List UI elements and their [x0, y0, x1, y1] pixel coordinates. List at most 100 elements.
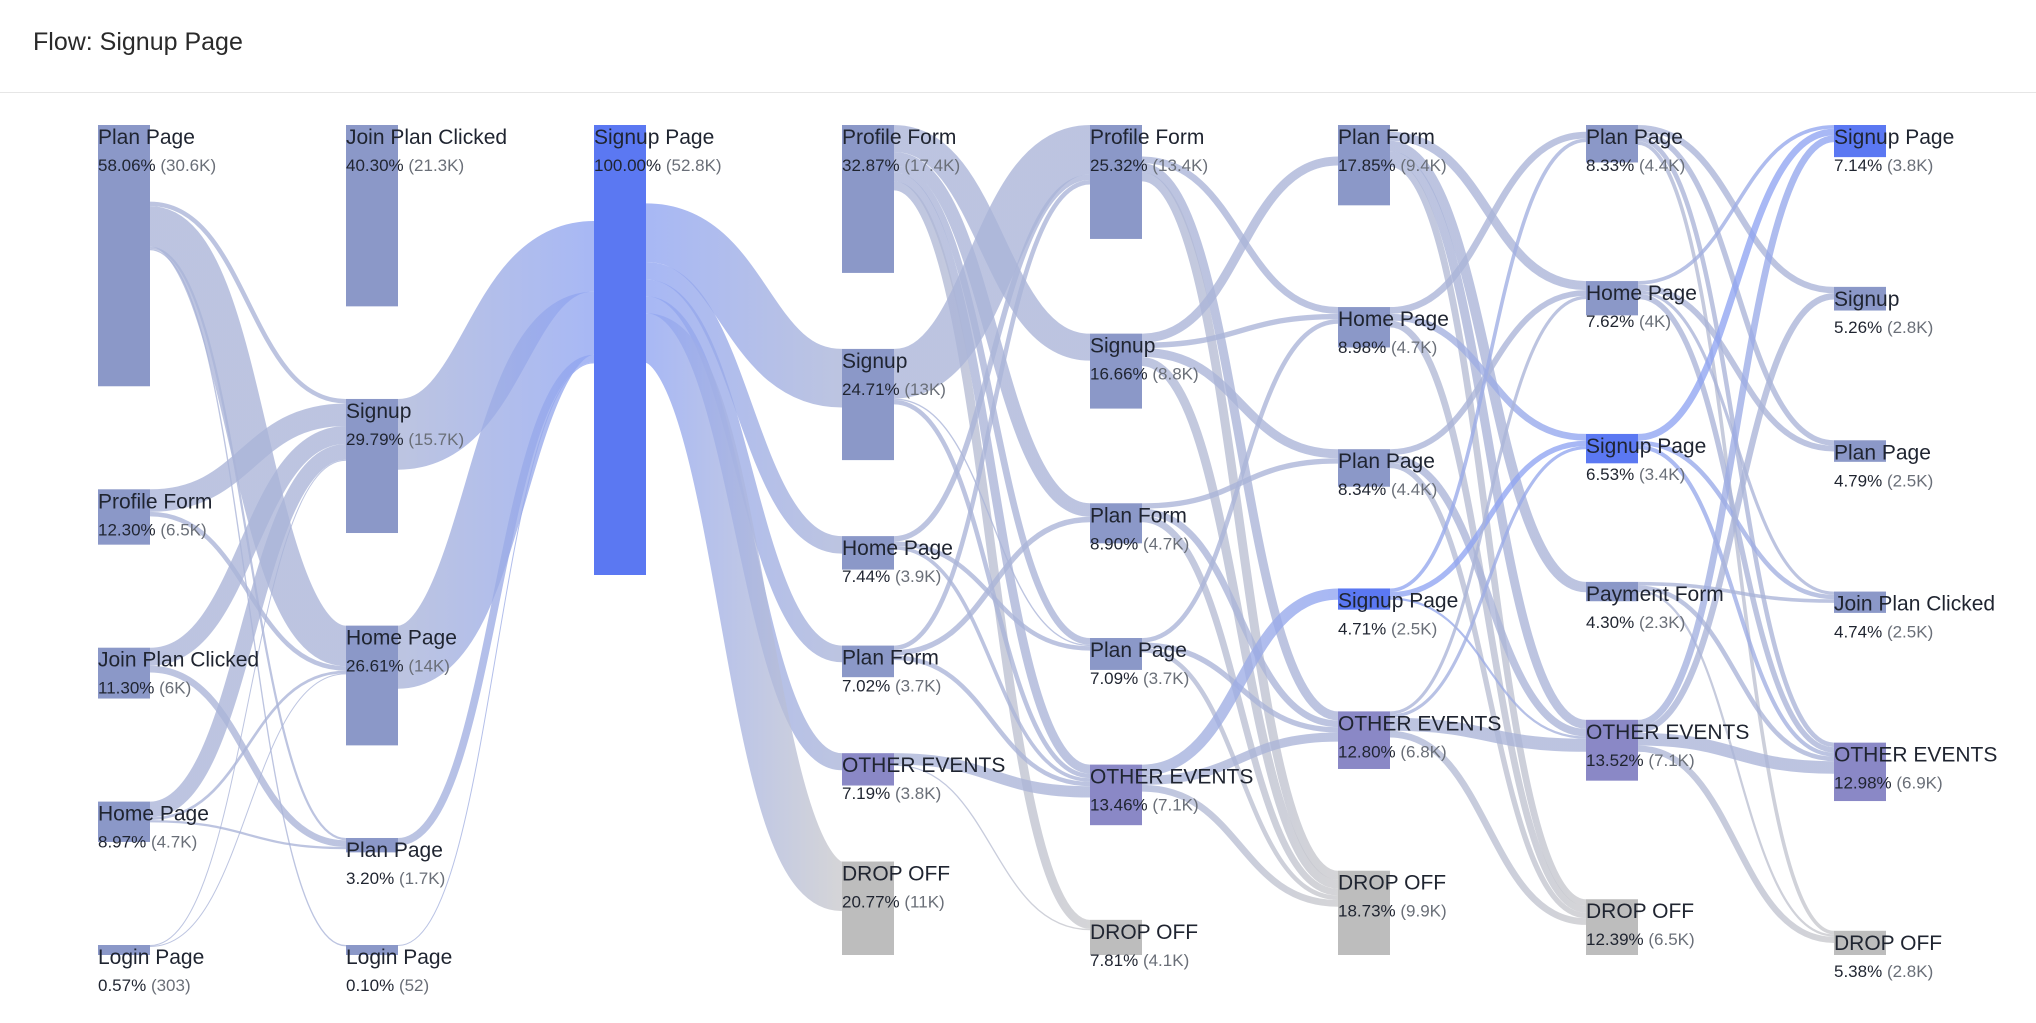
flow-link[interactable] [1141, 784, 1339, 907]
flow-link[interactable] [891, 125, 1093, 399]
flow-link[interactable] [149, 665, 347, 847]
flow-node-bar[interactable] [1090, 125, 1142, 239]
flow-node-c1-home-page[interactable]: Home Page 26.61% (14K) [346, 625, 457, 746]
flow-node-bar[interactable] [1834, 440, 1886, 462]
flow-node-c3-signup[interactable]: Signup 24.71% (13K) [842, 348, 946, 461]
flow-link[interactable] [1637, 135, 1835, 727]
flow-node-bar[interactable] [1586, 125, 1638, 163]
flow-link[interactable] [893, 655, 1091, 787]
flow-node-c5-plan-form[interactable]: Plan Form 17.85% (9.4K) [1338, 125, 1447, 206]
flow-node-c3-profile-form[interactable]: Profile Form 32.87% (17.4K) [842, 125, 960, 273]
flow-node-c4-other-events[interactable]: OTHER EVENTS 13.46% (7.1K) [1090, 764, 1253, 826]
flow-node-bar[interactable] [842, 348, 894, 461]
flow-node-bar[interactable] [1834, 930, 1886, 955]
flow-link[interactable] [1389, 131, 1587, 291]
flow-link[interactable] [893, 546, 1091, 782]
flow-link[interactable] [643, 203, 845, 408]
flow-link[interactable] [1389, 138, 1587, 593]
flow-link[interactable] [393, 291, 599, 689]
flow-link[interactable] [1637, 125, 1835, 294]
flow-node-bar[interactable] [842, 125, 894, 273]
flow-link[interactable] [1389, 462, 1587, 919]
flow-node-c3-home-page[interactable]: Home Page 7.44% (3.9K) [842, 536, 953, 586]
flow-link[interactable] [1141, 163, 1339, 721]
flow-link[interactable] [1637, 125, 1835, 285]
flow-node-bar[interactable] [1834, 591, 1886, 613]
flow-link[interactable] [1389, 131, 1587, 314]
flow-link[interactable] [893, 398, 1091, 647]
flow-link[interactable] [149, 511, 347, 671]
flow-link[interactable] [149, 425, 347, 666]
flow-node-c5-plan-page[interactable]: Plan Page 8.34% (4.4K) [1338, 449, 1437, 499]
flow-link[interactable] [893, 764, 1091, 931]
flow-node-bar[interactable] [1834, 286, 1886, 311]
flow-node-bar[interactable] [842, 645, 894, 678]
flow-node-bar[interactable] [1834, 742, 1886, 802]
flow-link[interactable] [1389, 717, 1587, 752]
flow-node-bar[interactable] [1338, 125, 1390, 206]
flow-link[interactable] [1389, 320, 1587, 913]
flow-link[interactable] [1637, 284, 1835, 452]
flow-link[interactable] [1637, 745, 1835, 943]
flow-node-c1-signup[interactable]: Signup 29.79% (15.7K) [346, 398, 464, 534]
flow-node-bar[interactable] [1338, 307, 1390, 348]
flow-link[interactable] [893, 753, 1091, 798]
flow-link[interactable] [1389, 446, 1587, 718]
flow-node-c0-login-page[interactable]: Login Page 0.57% (303) [98, 945, 204, 995]
flow-node-c6-home-page[interactable]: Home Page 7.62% (4K) [1586, 281, 1697, 331]
flow-link[interactable] [1141, 732, 1339, 785]
flow-node-bar[interactable] [1338, 588, 1390, 610]
flow-node-bar[interactable] [1090, 764, 1142, 826]
flow-node-bar[interactable] [1586, 899, 1638, 955]
flow-node-bar[interactable] [1090, 919, 1142, 955]
flow-link[interactable] [1389, 160, 1587, 907]
flow-node-c7-signup[interactable]: Signup 5.26% (2.8K) [1834, 286, 1933, 337]
flow-node-bar[interactable] [98, 801, 150, 842]
flow-link[interactable] [1141, 172, 1339, 880]
flow-link[interactable] [893, 181, 1091, 929]
flow-node-c4-signup[interactable]: Signup 16.66% (8.8K) [1090, 333, 1199, 409]
flow-node-bar[interactable] [346, 837, 398, 853]
flow-link[interactable] [893, 174, 1091, 542]
flow-link[interactable] [1141, 156, 1339, 314]
flow-node-bar[interactable] [1586, 581, 1638, 602]
flow-node-bar[interactable] [1586, 433, 1638, 464]
flow-node-c6-signup-page[interactable]: Signup Page 6.53% (3.4K) [1586, 433, 1706, 484]
flow-node-bar[interactable] [346, 398, 398, 534]
flow-node-c7-drop-off[interactable]: DROP OFF 5.38% (2.8K) [1834, 930, 1942, 981]
flow-node-bar[interactable] [1338, 711, 1390, 769]
flow-link[interactable] [149, 403, 347, 512]
flow-node-bar[interactable] [594, 125, 646, 575]
flow-link[interactable] [893, 179, 1091, 651]
flow-node-bar[interactable] [98, 489, 150, 545]
flow-node-c6-plan-page[interactable]: Plan Page 8.33% (4.4K) [1586, 125, 1685, 175]
flow-node-c7-plan-page[interactable]: Plan Page 4.79% (2.5K) [1834, 440, 1933, 490]
flow-link[interactable] [893, 516, 1091, 656]
flow-node-c7-other-events[interactable]: OTHER EVENTS 12.98% (6.9K) [1834, 742, 1997, 802]
flow-link[interactable] [149, 459, 347, 946]
flow-node-c1-plan-page[interactable]: Plan Page 3.20% (1.7K) [346, 837, 445, 888]
flow-node-bar[interactable] [1338, 870, 1390, 955]
flow-node-c0-home-page[interactable]: Home Page 8.97% (4.7K) [98, 801, 209, 852]
flow-node-bar[interactable] [1090, 503, 1142, 544]
flow-link[interactable] [1637, 141, 1835, 935]
flow-node-c5-home-page[interactable]: Home Page 8.98% (4.7K) [1338, 307, 1449, 357]
flow-link[interactable] [149, 201, 347, 404]
flow-link[interactable] [893, 172, 1091, 774]
flow-link[interactable] [644, 279, 844, 663]
flow-node-bar[interactable] [346, 125, 398, 307]
flow-link[interactable] [1389, 151, 1587, 729]
flow-node-c5-other-events[interactable]: OTHER EVENTS 12.80% (6.8K) [1338, 711, 1501, 769]
flow-node-c2-signup-page[interactable]: Signup Page 100.00% (52.8K) [594, 125, 722, 575]
flow-link[interactable] [893, 152, 1091, 517]
flow-node-c1-login-page[interactable]: Login Page 0.10% (52) [346, 945, 452, 995]
flow-node-c0-plan-page[interactable]: Plan Page 58.06% (30.6K) [98, 125, 216, 387]
flow-link[interactable] [149, 820, 347, 850]
flow-node-c7-join-plan-clicked[interactable]: Join Plan Clicked 4.74% (2.5K) [1834, 591, 1995, 642]
flow-link[interactable] [1389, 440, 1587, 598]
flow-link[interactable] [1141, 515, 1339, 896]
flow-link[interactable] [1389, 455, 1587, 737]
flow-link[interactable] [893, 541, 1091, 651]
flow-link[interactable] [645, 261, 843, 554]
flow-link[interactable] [1141, 647, 1339, 900]
